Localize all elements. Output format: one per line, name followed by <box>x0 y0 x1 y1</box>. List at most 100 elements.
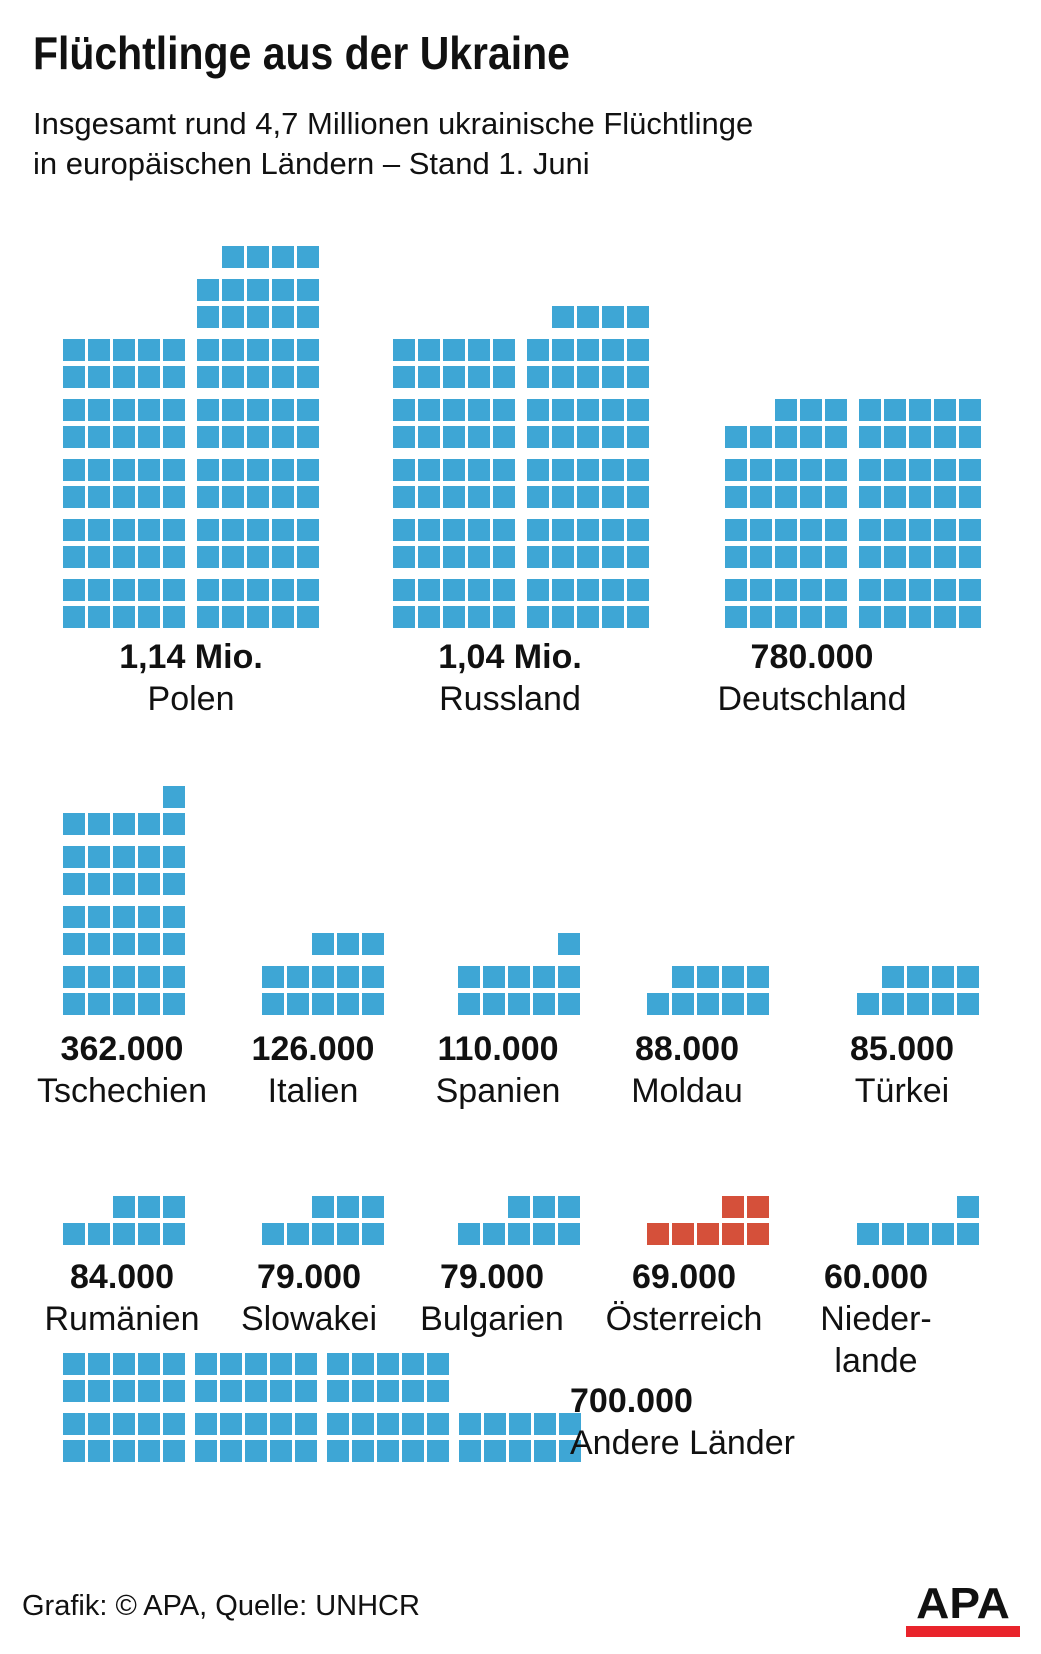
unit-square <box>163 786 185 808</box>
unit-square <box>859 486 881 508</box>
unit-square <box>627 399 649 421</box>
unit-square <box>577 546 599 568</box>
unit-square <box>163 813 185 835</box>
unit-square <box>220 1413 242 1435</box>
unit-square <box>312 993 334 1015</box>
unit-square <box>884 486 906 508</box>
unit-square <box>327 1353 349 1375</box>
unit-square <box>138 486 160 508</box>
unit-square <box>63 1353 85 1375</box>
unit-square <box>934 399 956 421</box>
country-label-tuerkei: Türkei <box>752 1070 1041 1112</box>
unit-square <box>197 546 219 568</box>
unit-square <box>427 1440 449 1462</box>
unit-square <box>558 1196 580 1218</box>
unit-square <box>113 459 135 481</box>
unit-square <box>418 519 440 541</box>
unit-square <box>88 1223 110 1245</box>
unit-square <box>138 933 160 955</box>
unit-square <box>195 1353 217 1375</box>
unit-square <box>270 1413 292 1435</box>
unit-square <box>220 1440 242 1462</box>
unit-square <box>63 993 85 1015</box>
unit-square <box>957 993 979 1015</box>
unit-square <box>63 399 85 421</box>
unit-square <box>857 1223 879 1245</box>
unit-square <box>402 1353 424 1375</box>
unit-square <box>747 966 769 988</box>
unit-square <box>287 966 309 988</box>
unit-square <box>493 486 515 508</box>
unit-square <box>247 486 269 508</box>
unit-square <box>337 1223 359 1245</box>
unit-square <box>602 606 624 628</box>
unit-square <box>88 1413 110 1435</box>
unit-square <box>558 933 580 955</box>
unit-square <box>418 426 440 448</box>
unit-square <box>402 1413 424 1435</box>
value-label-italien: 126.000 <box>251 1030 375 1068</box>
unit-square <box>722 993 744 1015</box>
unit-square <box>163 546 185 568</box>
unit-square <box>468 366 490 388</box>
unit-square <box>508 966 530 988</box>
unit-square <box>534 1413 556 1435</box>
unit-square <box>295 1353 317 1375</box>
unit-square <box>197 486 219 508</box>
unit-square <box>800 426 822 448</box>
unit-square <box>377 1440 399 1462</box>
unit-square <box>163 519 185 541</box>
unit-square <box>959 486 981 508</box>
unit-square <box>63 1440 85 1462</box>
unit-square <box>113 606 135 628</box>
unit-square <box>443 426 465 448</box>
unit-square <box>113 993 135 1015</box>
unit-square <box>552 606 574 628</box>
unit-square <box>552 306 574 328</box>
unit-square <box>163 579 185 601</box>
unit-square <box>859 459 881 481</box>
unit-square <box>468 546 490 568</box>
unit-square <box>88 426 110 448</box>
unit-square <box>697 993 719 1015</box>
unit-square <box>533 1223 555 1245</box>
unit-square <box>602 366 624 388</box>
unit-square <box>859 519 881 541</box>
unit-square <box>884 399 906 421</box>
unit-square <box>484 1413 506 1435</box>
country-name-line: Italien <box>267 1072 359 1110</box>
unit-square <box>113 1196 135 1218</box>
unit-square <box>577 486 599 508</box>
unit-square <box>577 606 599 628</box>
unit-square <box>297 399 319 421</box>
unit-square <box>352 1380 374 1402</box>
unit-square <box>458 966 480 988</box>
value-label-bulgarien: 79.000 <box>440 1258 544 1296</box>
unit-square <box>775 519 797 541</box>
unit-square <box>697 966 719 988</box>
unit-square <box>222 579 244 601</box>
unit-square <box>88 399 110 421</box>
country-label-slowakei: Slowakei <box>159 1298 459 1340</box>
unit-square <box>113 1353 135 1375</box>
unit-square <box>909 519 931 541</box>
unit-square <box>377 1413 399 1435</box>
value-label-oesterreich: 69.000 <box>632 1258 736 1296</box>
unit-square <box>825 486 847 508</box>
unit-square <box>533 1196 555 1218</box>
unit-square <box>138 993 160 1015</box>
unit-square <box>393 579 415 601</box>
unit-square <box>222 279 244 301</box>
unit-square <box>138 966 160 988</box>
unit-square <box>327 1413 349 1435</box>
unit-square <box>884 606 906 628</box>
unit-square <box>63 1413 85 1435</box>
unit-square <box>393 606 415 628</box>
unit-square <box>884 546 906 568</box>
unit-square <box>272 606 294 628</box>
unit-square <box>195 1380 217 1402</box>
country-label-russland: Russland <box>360 678 660 720</box>
unit-square <box>602 399 624 421</box>
unit-square <box>163 339 185 361</box>
unit-square <box>138 813 160 835</box>
